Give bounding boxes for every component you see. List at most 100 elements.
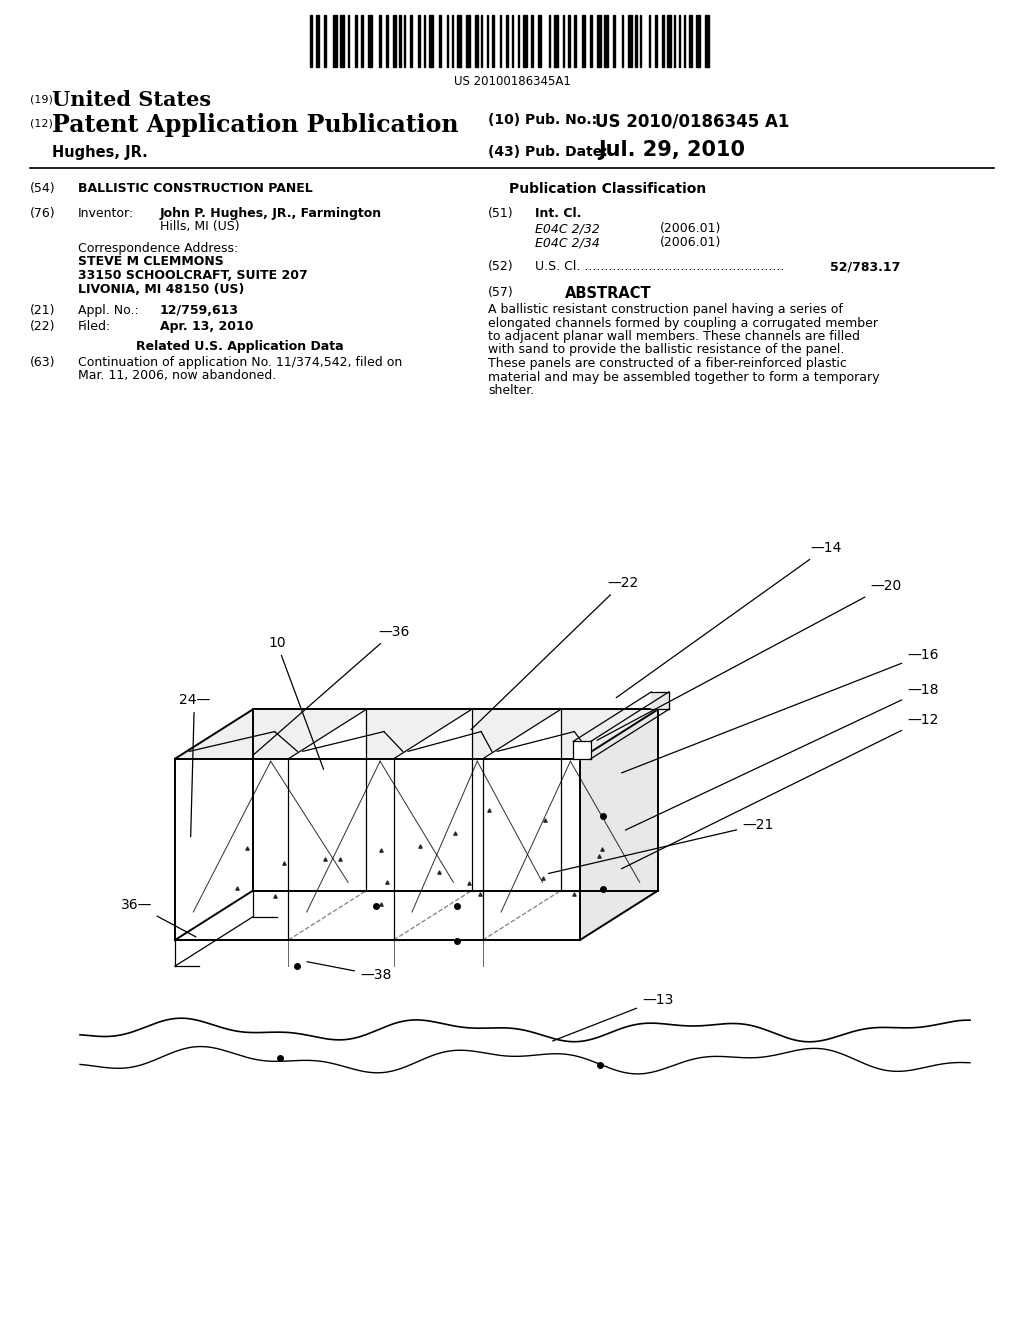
Text: —20: —20 <box>597 579 901 741</box>
Text: —21: —21 <box>549 818 773 874</box>
Text: Related U.S. Application Data: Related U.S. Application Data <box>136 341 344 352</box>
Text: Continuation of application No. 11/374,542, filed on: Continuation of application No. 11/374,5… <box>78 356 402 370</box>
Bar <box>310 15 312 67</box>
Text: 12/759,613: 12/759,613 <box>160 304 239 317</box>
Bar <box>333 15 337 67</box>
Text: 36—: 36— <box>121 898 196 937</box>
Bar <box>368 15 372 67</box>
Text: Patent Application Publication: Patent Application Publication <box>52 114 459 137</box>
Bar <box>635 15 637 67</box>
Text: E04C 2/34: E04C 2/34 <box>535 236 600 249</box>
Text: Hills, MI (US): Hills, MI (US) <box>160 220 240 234</box>
Text: Inventor:: Inventor: <box>78 207 134 220</box>
Text: These panels are constructed of a fiber-reinforced plastic: These panels are constructed of a fiber-… <box>488 356 847 370</box>
Bar <box>568 15 570 67</box>
Bar <box>340 15 344 67</box>
Bar <box>538 15 541 67</box>
Text: material and may be assembled together to form a temporary: material and may be assembled together t… <box>488 371 880 384</box>
Text: United States: United States <box>52 90 211 110</box>
Text: —14: —14 <box>616 541 842 698</box>
Bar <box>393 15 396 67</box>
Bar <box>689 15 692 67</box>
Bar <box>531 15 534 67</box>
Text: Int. Cl.: Int. Cl. <box>535 207 582 220</box>
Text: US 2010/0186345 A1: US 2010/0186345 A1 <box>595 114 790 131</box>
Text: shelter.: shelter. <box>488 384 535 397</box>
Polygon shape <box>580 709 658 940</box>
Bar <box>361 15 362 67</box>
Bar <box>457 15 461 67</box>
Text: 33150 SCHOOLCRAFT, SUITE 207: 33150 SCHOOLCRAFT, SUITE 207 <box>78 269 308 282</box>
Bar <box>429 15 433 67</box>
Text: (22): (22) <box>30 319 55 333</box>
Text: A ballistic resistant construction panel having a series of: A ballistic resistant construction panel… <box>488 304 843 315</box>
Bar <box>316 15 319 67</box>
Text: STEVE M CLEMMONS: STEVE M CLEMMONS <box>78 255 224 268</box>
Bar <box>466 15 470 67</box>
Text: Hughes, JR.: Hughes, JR. <box>52 145 147 160</box>
Bar <box>379 15 381 67</box>
Text: Publication Classification: Publication Classification <box>509 182 707 195</box>
Bar <box>667 15 671 67</box>
Bar <box>475 15 478 67</box>
Bar <box>355 15 357 67</box>
Polygon shape <box>289 709 367 940</box>
Text: (76): (76) <box>30 207 55 220</box>
Text: (51): (51) <box>488 207 514 220</box>
Text: 52/783.17: 52/783.17 <box>829 260 900 273</box>
Polygon shape <box>573 742 591 759</box>
Text: LIVONIA, MI 48150 (US): LIVONIA, MI 48150 (US) <box>78 282 245 296</box>
Bar <box>399 15 401 67</box>
Text: (54): (54) <box>30 182 55 195</box>
Polygon shape <box>175 759 580 940</box>
Bar <box>523 15 527 67</box>
Bar <box>554 15 558 67</box>
Bar <box>696 15 700 67</box>
Bar <box>662 15 664 67</box>
Polygon shape <box>651 692 669 709</box>
Bar <box>613 15 615 67</box>
Text: with sand to provide the ballistic resistance of the panel.: with sand to provide the ballistic resis… <box>488 343 845 356</box>
Text: (12): (12) <box>30 117 53 128</box>
Bar <box>604 15 608 67</box>
Text: —12: —12 <box>622 713 938 869</box>
Polygon shape <box>393 709 472 940</box>
Text: Apr. 13, 2010: Apr. 13, 2010 <box>160 319 254 333</box>
Text: US 20100186345A1: US 20100186345A1 <box>454 75 570 88</box>
Text: 10: 10 <box>268 636 324 770</box>
Text: E04C 2/32: E04C 2/32 <box>535 222 600 235</box>
Text: —22: —22 <box>471 576 638 730</box>
Text: —36: —36 <box>254 624 410 755</box>
Bar <box>705 15 709 67</box>
Bar <box>324 15 326 67</box>
Text: —18: —18 <box>626 682 939 830</box>
Text: (2006.01): (2006.01) <box>660 236 721 249</box>
Bar <box>410 15 412 67</box>
Text: —16: —16 <box>622 648 939 774</box>
Text: Appl. No.:: Appl. No.: <box>78 304 138 317</box>
Text: (52): (52) <box>488 260 514 273</box>
Text: (2006.01): (2006.01) <box>660 222 721 235</box>
Text: Mar. 11, 2006, now abandoned.: Mar. 11, 2006, now abandoned. <box>78 370 276 381</box>
Bar <box>506 15 508 67</box>
Polygon shape <box>175 709 658 759</box>
Text: (57): (57) <box>488 286 514 300</box>
Bar <box>574 15 575 67</box>
Text: U.S. Cl. ..................................................: U.S. Cl. ...............................… <box>535 260 784 273</box>
Text: 24—: 24— <box>179 693 210 837</box>
Bar <box>439 15 441 67</box>
Text: —38: —38 <box>307 962 391 982</box>
Bar <box>418 15 420 67</box>
Bar <box>582 15 585 67</box>
Text: John P. Hughes, JR., Farmington: John P. Hughes, JR., Farmington <box>160 207 382 220</box>
Text: —13: —13 <box>553 993 674 1041</box>
Bar <box>628 15 632 67</box>
Text: (43) Pub. Date:: (43) Pub. Date: <box>488 145 608 158</box>
Text: Correspondence Address:: Correspondence Address: <box>78 242 239 255</box>
Text: (19): (19) <box>30 94 53 104</box>
Text: (10) Pub. No.:: (10) Pub. No.: <box>488 114 597 127</box>
Bar <box>590 15 592 67</box>
Bar <box>492 15 494 67</box>
Bar <box>597 15 601 67</box>
Text: (21): (21) <box>30 304 55 317</box>
